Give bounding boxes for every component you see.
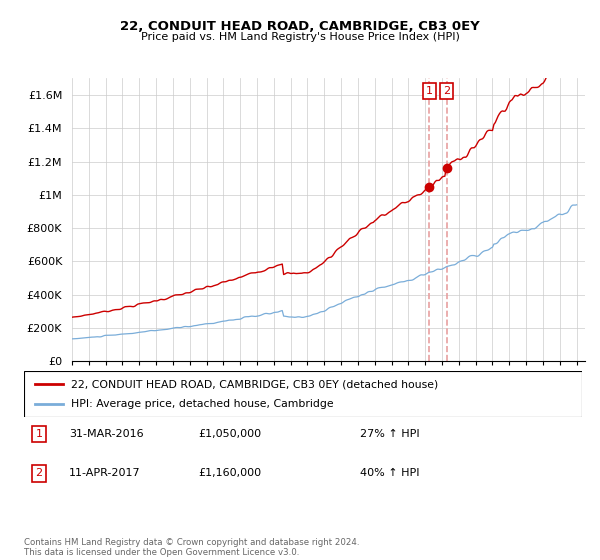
Text: 22, CONDUIT HEAD ROAD, CAMBRIDGE, CB3 0EY: 22, CONDUIT HEAD ROAD, CAMBRIDGE, CB3 0E… bbox=[120, 20, 480, 32]
Text: HPI: Average price, detached house, Cambridge: HPI: Average price, detached house, Camb… bbox=[71, 399, 334, 409]
Text: 11-APR-2017: 11-APR-2017 bbox=[69, 468, 140, 478]
Text: £1,050,000: £1,050,000 bbox=[198, 429, 261, 439]
Text: 1: 1 bbox=[426, 86, 433, 96]
Text: Price paid vs. HM Land Registry's House Price Index (HPI): Price paid vs. HM Land Registry's House … bbox=[140, 32, 460, 43]
Text: 22, CONDUIT HEAD ROAD, CAMBRIDGE, CB3 0EY (detached house): 22, CONDUIT HEAD ROAD, CAMBRIDGE, CB3 0E… bbox=[71, 379, 439, 389]
Text: 1: 1 bbox=[35, 429, 43, 439]
Text: Contains HM Land Registry data © Crown copyright and database right 2024.
This d: Contains HM Land Registry data © Crown c… bbox=[24, 538, 359, 557]
Text: 2: 2 bbox=[35, 468, 43, 478]
Text: 31-MAR-2016: 31-MAR-2016 bbox=[69, 429, 143, 439]
Text: 40% ↑ HPI: 40% ↑ HPI bbox=[360, 468, 419, 478]
Text: 2: 2 bbox=[443, 86, 450, 96]
Text: 27% ↑ HPI: 27% ↑ HPI bbox=[360, 429, 419, 439]
Text: £1,160,000: £1,160,000 bbox=[198, 468, 261, 478]
